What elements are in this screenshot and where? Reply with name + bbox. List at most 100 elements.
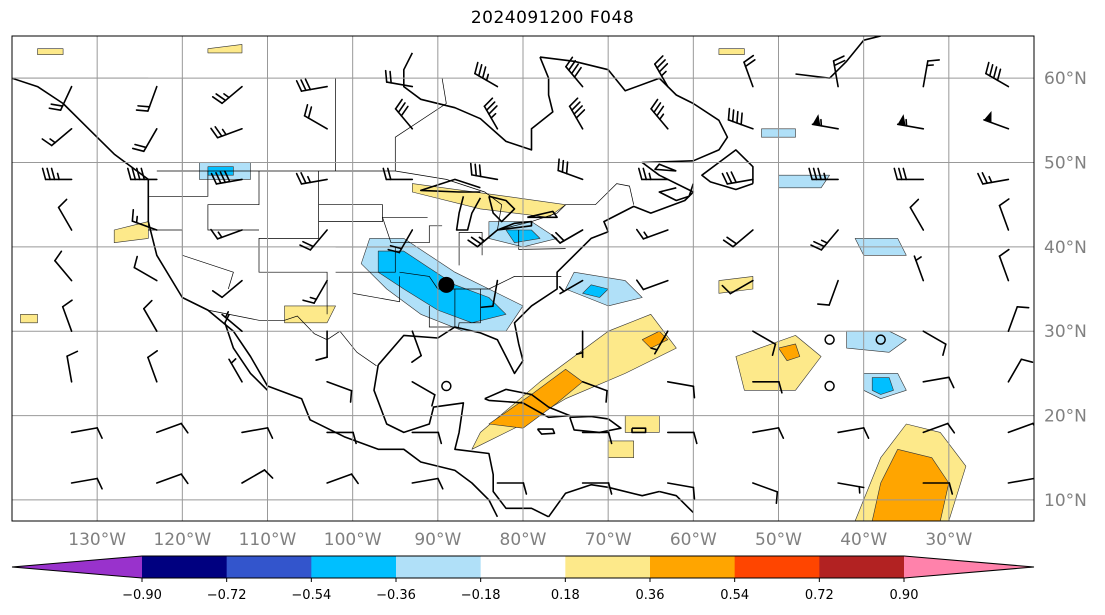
open-circle-marker: [875, 334, 886, 345]
barb-flag: [61, 299, 73, 308]
barb-flag: [998, 198, 1010, 207]
barb-flag: [946, 422, 956, 434]
wind-barb: [411, 431, 443, 445]
wind-barb: [581, 431, 613, 445]
barb-flag: [721, 172, 729, 185]
barb-half-flag: [478, 236, 486, 242]
barb-staff: [581, 380, 608, 392]
wind-barb: [653, 55, 669, 88]
barb-flag: [565, 161, 569, 175]
open-circle-marker: [441, 380, 452, 392]
barb-flag: [54, 250, 63, 262]
wind-barb: [315, 330, 328, 362]
barb-staff: [642, 279, 669, 291]
wind-barb: [467, 229, 499, 248]
barb-staff: [133, 266, 158, 282]
barb-flag: [909, 198, 920, 209]
barb-half-flag: [643, 231, 649, 239]
barb-flag: [927, 59, 940, 62]
wind-barb: [241, 469, 274, 484]
colorbar-tick-label: 0.36: [636, 588, 665, 603]
barb-pennant: [812, 114, 821, 126]
shaded-region: [284, 305, 336, 324]
barb-flag: [656, 105, 665, 117]
wind-barb: [411, 380, 436, 407]
coastline: [536, 428, 556, 435]
shaded-region: [411, 183, 566, 218]
wind-barb: [752, 330, 777, 357]
barb-flag: [437, 431, 443, 445]
barb-flag: [304, 78, 312, 91]
barb-flag: [607, 431, 613, 445]
wind-barb: [483, 97, 499, 130]
longitude-label: 60°W: [670, 530, 717, 550]
barb-flag: [382, 167, 388, 181]
barb-flag: [656, 59, 666, 69]
barb-flag: [352, 431, 357, 445]
barb-flag: [478, 164, 482, 178]
barb-flag: [133, 255, 138, 269]
barb-flag: [96, 427, 103, 439]
barb-flag: [573, 105, 583, 115]
wind-barb: [565, 56, 584, 88]
barb-flag: [650, 98, 659, 110]
wind-barb: [557, 158, 584, 181]
coastline: [659, 490, 694, 514]
wind-barb: [382, 167, 414, 181]
barb-flag: [143, 299, 153, 310]
wind-barb: [61, 299, 73, 333]
barb-flag: [210, 172, 218, 185]
latitude-label: 50°N: [1044, 154, 1087, 174]
barb-flag: [996, 68, 1002, 82]
colorbar-extend-low: [12, 556, 142, 578]
barb-flag: [777, 427, 785, 439]
wind-barb: [326, 431, 357, 445]
barb-flag: [215, 93, 227, 102]
wind-barb: [302, 279, 328, 304]
barb-staff: [752, 427, 780, 434]
wind-barb: [131, 208, 158, 231]
wind-barb: [743, 54, 756, 88]
barb-half-flag: [926, 64, 935, 67]
barb-flag: [137, 105, 151, 108]
barb-flag: [571, 101, 581, 111]
barb-half-flag: [558, 286, 565, 293]
wind-barb: [922, 59, 940, 88]
barb-flag: [721, 284, 732, 295]
barb-flag: [211, 290, 223, 299]
barb-half-flag: [309, 296, 318, 301]
barb-flag: [567, 59, 577, 71]
barb-staff: [752, 330, 777, 346]
barb-staff: [837, 427, 865, 434]
barb-flag: [948, 376, 955, 389]
barb-staff: [70, 477, 99, 484]
barb-flag: [467, 239, 479, 248]
barb-half-flag: [135, 215, 139, 224]
longitude-label: 50°W: [755, 530, 802, 550]
wind-barb: [303, 103, 328, 130]
wind-barb: [387, 229, 414, 254]
barb-half-flag: [490, 112, 497, 119]
colorbar-tick-label: 0.90: [890, 588, 919, 603]
barb-flag: [485, 101, 496, 111]
border-line: [458, 232, 483, 266]
barb-flag: [981, 172, 989, 184]
barb-flag: [607, 482, 613, 495]
border-line: [258, 171, 328, 315]
barb-flag: [817, 167, 822, 181]
barb-flag: [744, 59, 756, 68]
wind-barb: [480, 279, 499, 309]
barb-flag: [568, 97, 579, 108]
wind-barb: [1007, 358, 1034, 383]
wind-barb: [635, 228, 669, 240]
wind-barb: [131, 128, 158, 153]
barb-flag: [474, 61, 479, 75]
wind-barb: [394, 98, 414, 130]
barb-flag: [302, 299, 315, 304]
barb-flag: [349, 389, 353, 403]
wind-barb: [811, 114, 839, 130]
shaded-region: [20, 313, 38, 324]
map-title: 2024091200 F048: [470, 8, 635, 28]
barb-staff: [998, 204, 1010, 231]
wind-barb: [752, 482, 779, 505]
